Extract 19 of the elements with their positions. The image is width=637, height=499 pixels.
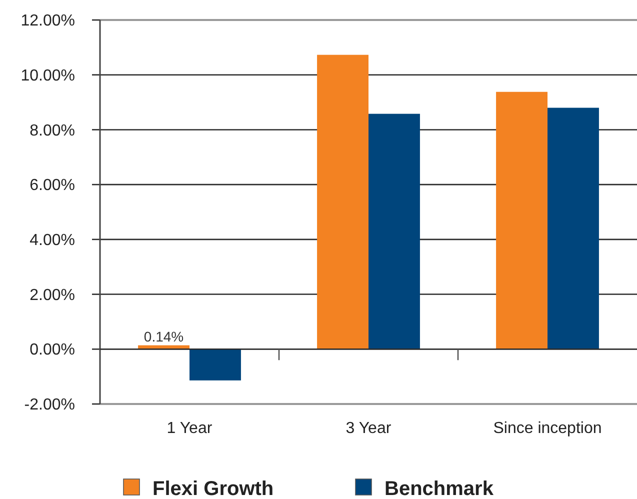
y-tick-label: 6.00% [30,177,75,194]
y-tick-label: -2.00% [24,396,75,414]
legend-label: Flexi Growth [152,478,274,499]
x-tick-label: Since inception [493,420,602,437]
bar [190,349,241,380]
bar [496,92,548,350]
bar [368,114,420,350]
data-label: 0.14% [144,328,184,344]
y-tick-label: 10.00% [20,67,75,84]
x-tick-label: 1 Year [166,420,213,437]
y-tick-label: 0.00% [30,342,75,359]
y-tick-label: 8.00% [30,122,75,140]
y-tick-label: 12.00% [20,12,75,30]
bar [317,54,368,350]
legend-label: Benchmark [384,478,494,499]
bar [548,108,599,350]
x-tick-label: 3 Year [346,420,392,437]
y-tick-label: 4.00% [30,232,75,250]
y-tick-label: 2.00% [30,286,75,304]
